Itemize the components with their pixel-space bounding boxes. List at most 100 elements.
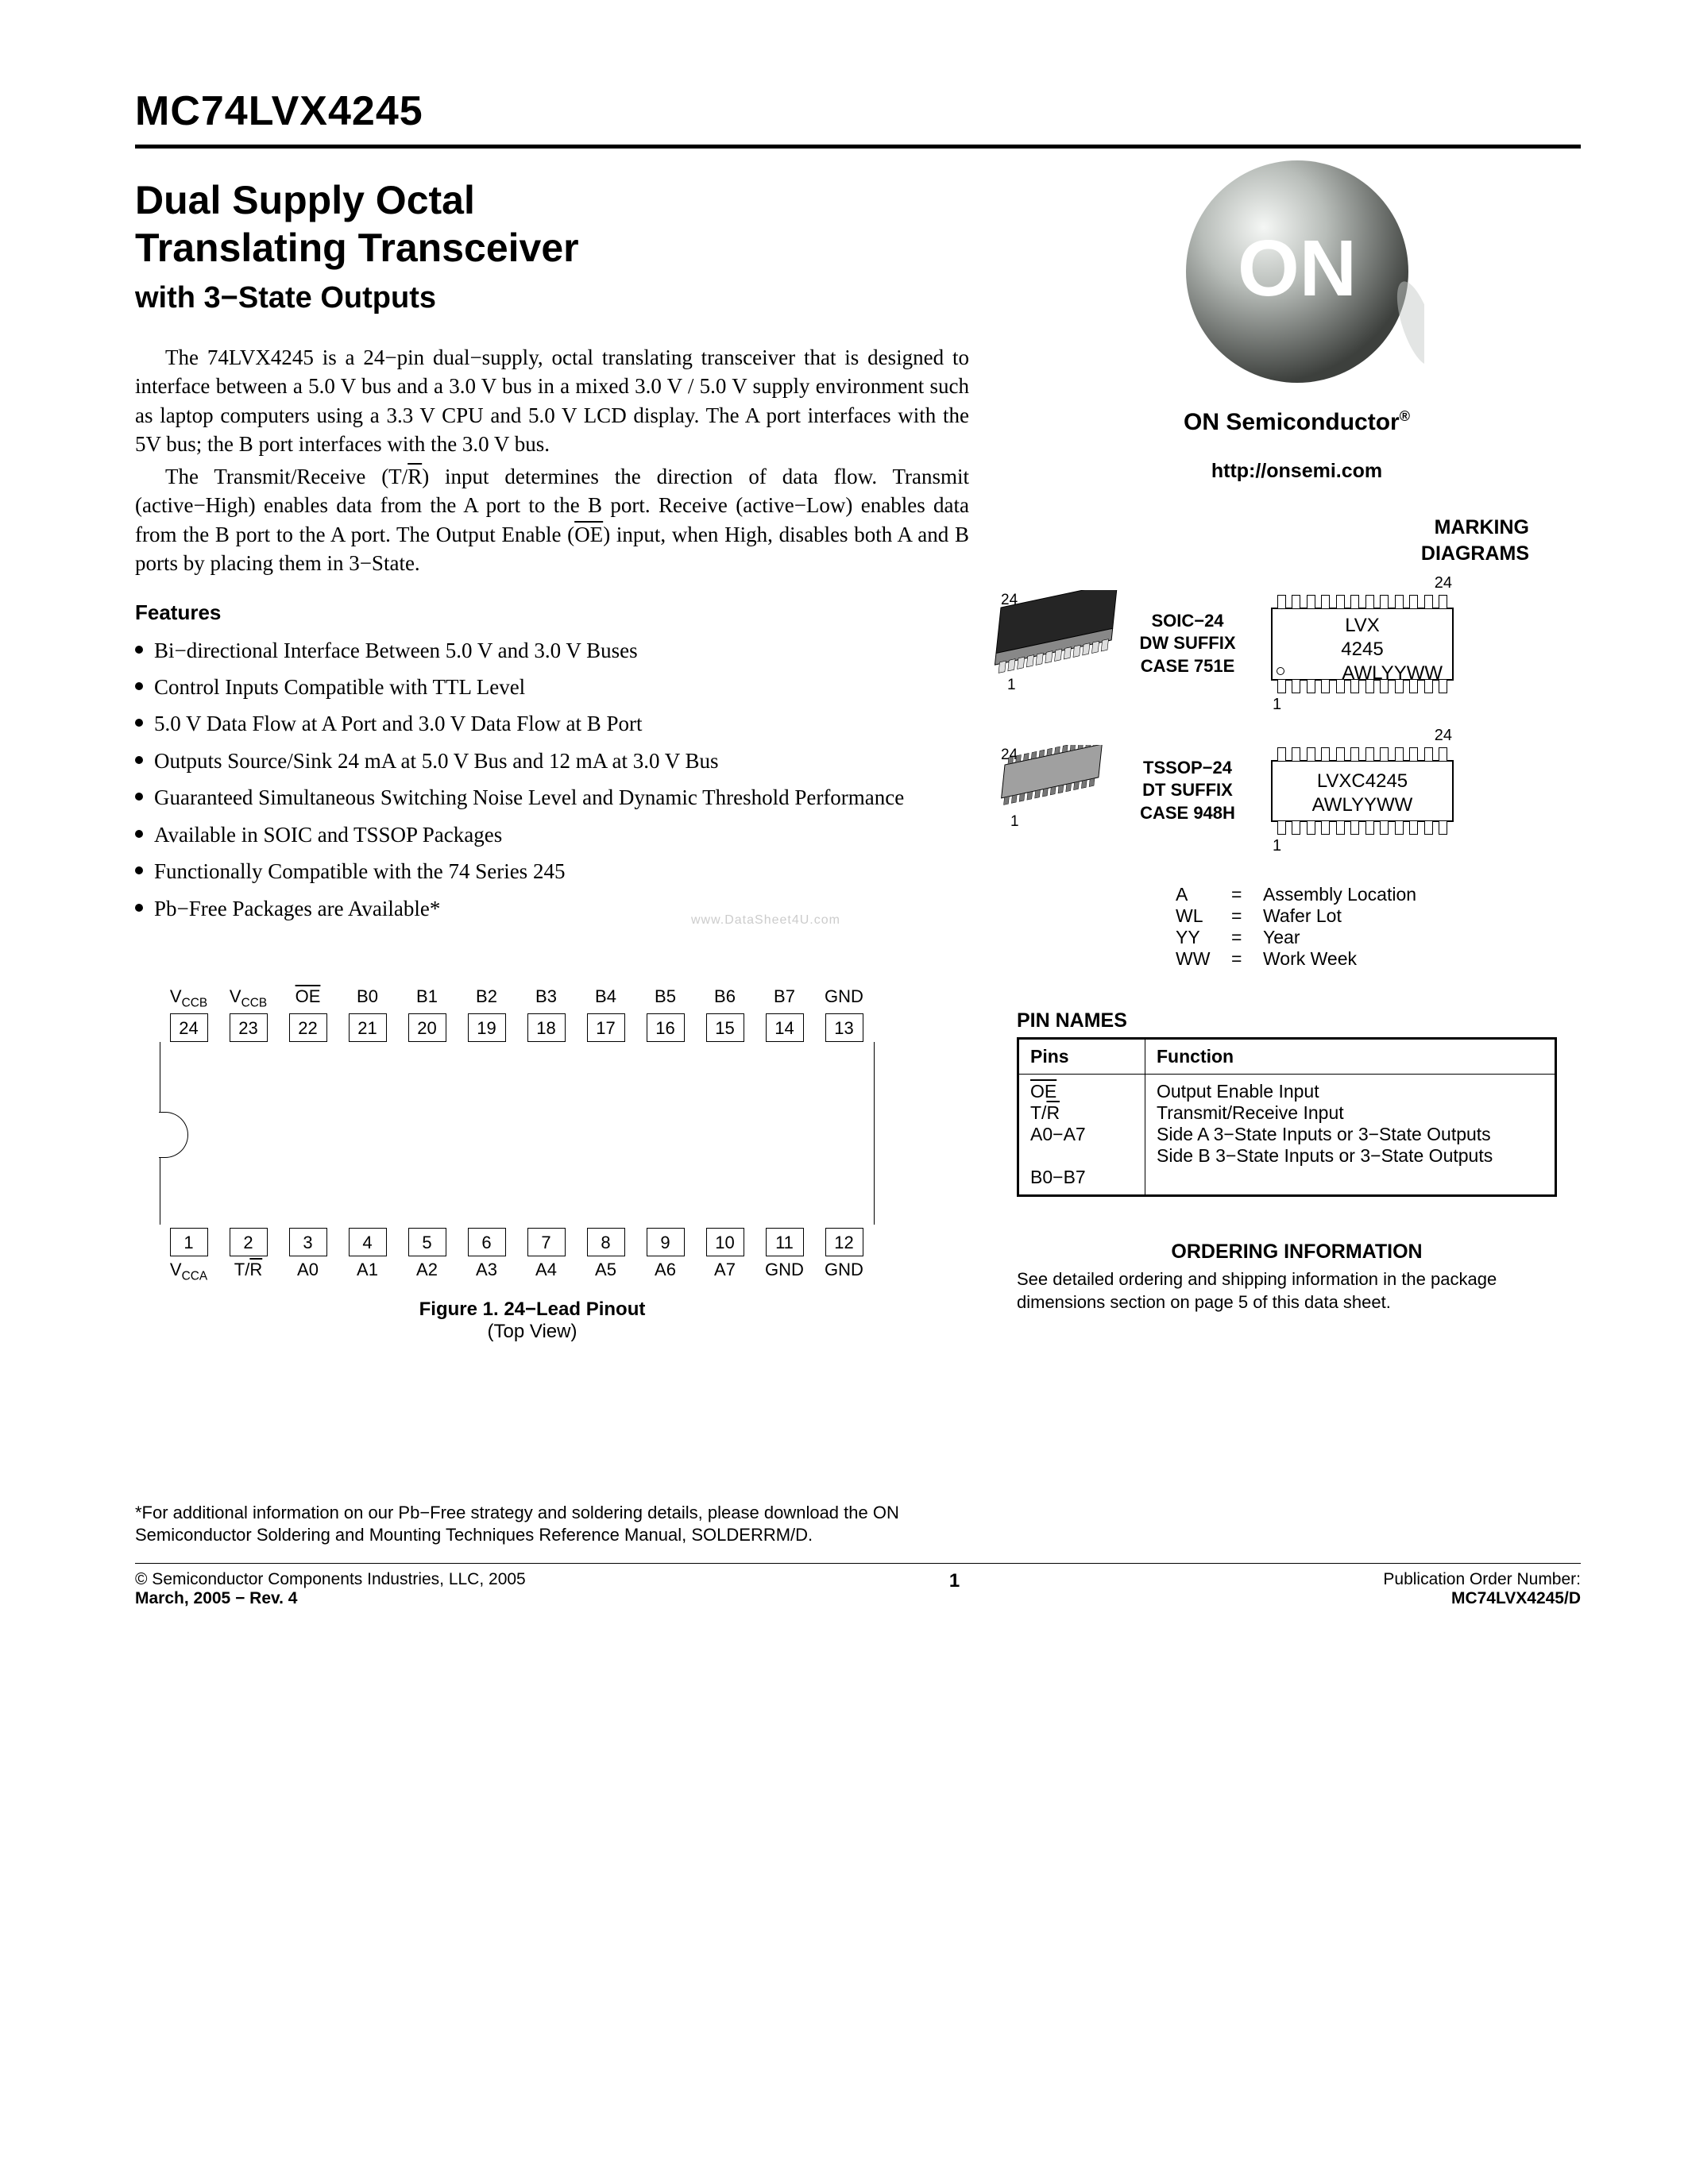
pin-num: 6 [468,1228,506,1256]
pin-num: 3 [289,1228,327,1256]
pin-label: B0 [338,986,397,1010]
pin-num: 7 [527,1228,566,1256]
pin-num: 24 [170,1013,208,1042]
bullet-icon [135,793,143,801]
package-row-tssop: 24 [993,745,1577,836]
pin-row-icon [1277,679,1447,693]
legend-row: WL=Wafer Lot [1176,905,1577,927]
pin-num: 8 [587,1228,625,1256]
chip-notch-icon [159,1112,188,1158]
pin-row-icon [1277,595,1447,609]
footnote: *For additional information on our Pb−Fr… [135,1502,969,1547]
url-link[interactable]: http://onsemi.com [1017,460,1577,483]
ordering-heading: ORDERING INFORMATION [1017,1241,1577,1264]
svg-text:1: 1 [1010,813,1019,830]
features-heading: Features [135,600,969,625]
pin-num: 14 [766,1013,804,1042]
pin-label: GND [755,1260,814,1283]
pin-label: A2 [397,1260,457,1283]
subtitle: with 3−State Outputs [135,281,969,315]
pin-num: 2 [230,1228,268,1256]
on-logo-icon: ON [1170,156,1424,395]
feature-item: Guaranteed Simultaneous Switching Noise … [135,783,969,812]
ordering-text: See detailed ordering and shipping infor… [1017,1268,1577,1314]
pin-row-icon [1277,747,1447,762]
brand-logo: ON ON Semiconductor® [1017,156,1577,436]
table-header: Function [1145,1039,1556,1075]
pin-num: 4 [349,1228,387,1256]
paragraph-1: The 74LVX4245 is a 24−pin dual−supply, o… [135,343,969,459]
pin-num: 18 [527,1013,566,1042]
pin-label: B4 [576,986,635,1010]
legend-row: WW=Work Week [1176,948,1577,970]
paragraph-2: The Transmit/Receive (T/R) input determi… [135,462,969,578]
pin-names-table: Pins Function OE T/R A0−A7 B0−B7 Output … [1017,1037,1557,1197]
watermark: www.DataSheet4U.com [691,913,840,928]
pin-label: GND [814,1260,874,1283]
pinout-top-labels: VCCB VCCB OE B0 B1 B2 B3 B4 B5 B6 B7 GND [159,986,906,1010]
bullet-icon [135,646,143,654]
pin-num: 17 [587,1013,625,1042]
pin-label: B3 [516,986,576,1010]
pin-num: 19 [468,1013,506,1042]
pin-label: B2 [457,986,516,1010]
pin-num: 22 [289,1013,327,1042]
marking-box-tssop: 24 LVXC4245 AWLYYWW 1 [1271,760,1454,822]
pin-num: 1 [170,1228,208,1256]
pin-label: A0 [278,1260,338,1283]
pin-label: A6 [635,1260,695,1283]
bullet-icon [135,830,143,838]
pin-label: VCCA [159,1260,218,1283]
overline-r: R [408,465,422,488]
package-row-soic: 24 [993,590,1577,697]
pin-label: VCCB [218,986,278,1010]
pinout-bot-nums: 1 2 3 4 5 6 7 8 9 10 11 12 [159,1228,906,1256]
table-row: OE T/R A0−A7 B0−B7 Output Enable Input T… [1018,1075,1556,1196]
overline-oe: OE [574,523,603,546]
table-cell: OE T/R A0−A7 B0−B7 [1018,1075,1145,1196]
pin-label: B5 [635,986,695,1010]
feature-item: Functionally Compatible with the 74 Seri… [135,857,969,886]
pin-num: 12 [825,1228,863,1256]
title-line-1: Dual Supply Octal [135,176,850,224]
svg-text:1: 1 [1007,677,1016,693]
marking-diagrams-heading: MARKING DIAGRAMS [1017,515,1529,566]
pin1-dot-icon [1277,667,1284,675]
pin-label: T/R [218,1260,278,1283]
brand-name: ON Semiconductor® [1017,408,1577,436]
registered-icon: ® [1400,408,1410,424]
footer-right: Publication Order Number: MC74LVX4245/D [1383,1570,1581,1608]
marking-box-soic: 24 LVX 4245 AWLYYWW [1271,608,1454,681]
pin-label: A1 [338,1260,397,1283]
feature-item: Available in SOIC and TSSOP Packages [135,820,969,849]
bullet-icon [135,682,143,690]
pin-num: 11 [766,1228,804,1256]
pin-num: 9 [647,1228,685,1256]
pin-names-heading: PIN NAMES [1017,1009,1577,1032]
footer-rule [135,1563,1581,1564]
feature-item: Pb−Free Packages are Available* [135,894,969,923]
pin-num: 10 [706,1228,744,1256]
pin-label: B7 [755,986,814,1010]
pin-num: 13 [825,1013,863,1042]
feature-item: Outputs Source/Sink 24 mA at 5.0 V Bus a… [135,747,969,775]
chip-body [160,1042,875,1225]
legend-row: YY=Year [1176,927,1577,948]
legend-row: A=Assembly Location [1176,884,1577,905]
table-cell: Output Enable Input Transmit/Receive Inp… [1145,1075,1556,1196]
page-footer: © Semiconductor Components Industries, L… [135,1570,1581,1608]
two-column-layout: Dual Supply Octal Translating Transceive… [135,176,1577,1547]
datasheet-page: MC74LVX4245 Dual Supply Octal Translatin… [0,0,1688,2184]
feature-item: 5.0 V Data Flow at A Port and 3.0 V Data… [135,709,969,738]
bullet-icon [135,866,143,874]
pin-num: 16 [647,1013,685,1042]
pin-label: B6 [695,986,755,1010]
feature-item: Control Inputs Compatible with TTL Level [135,673,969,701]
package-labels: TSSOP−24 DT SUFFIX CASE 948H [1120,757,1255,825]
pin-num: 23 [230,1013,268,1042]
pin-label: A7 [695,1260,755,1283]
pin-num: 5 [408,1228,446,1256]
pin-num: 21 [349,1013,387,1042]
pin-label: A3 [457,1260,516,1283]
body-text: The 74LVX4245 is a 24−pin dual−supply, o… [135,343,969,578]
